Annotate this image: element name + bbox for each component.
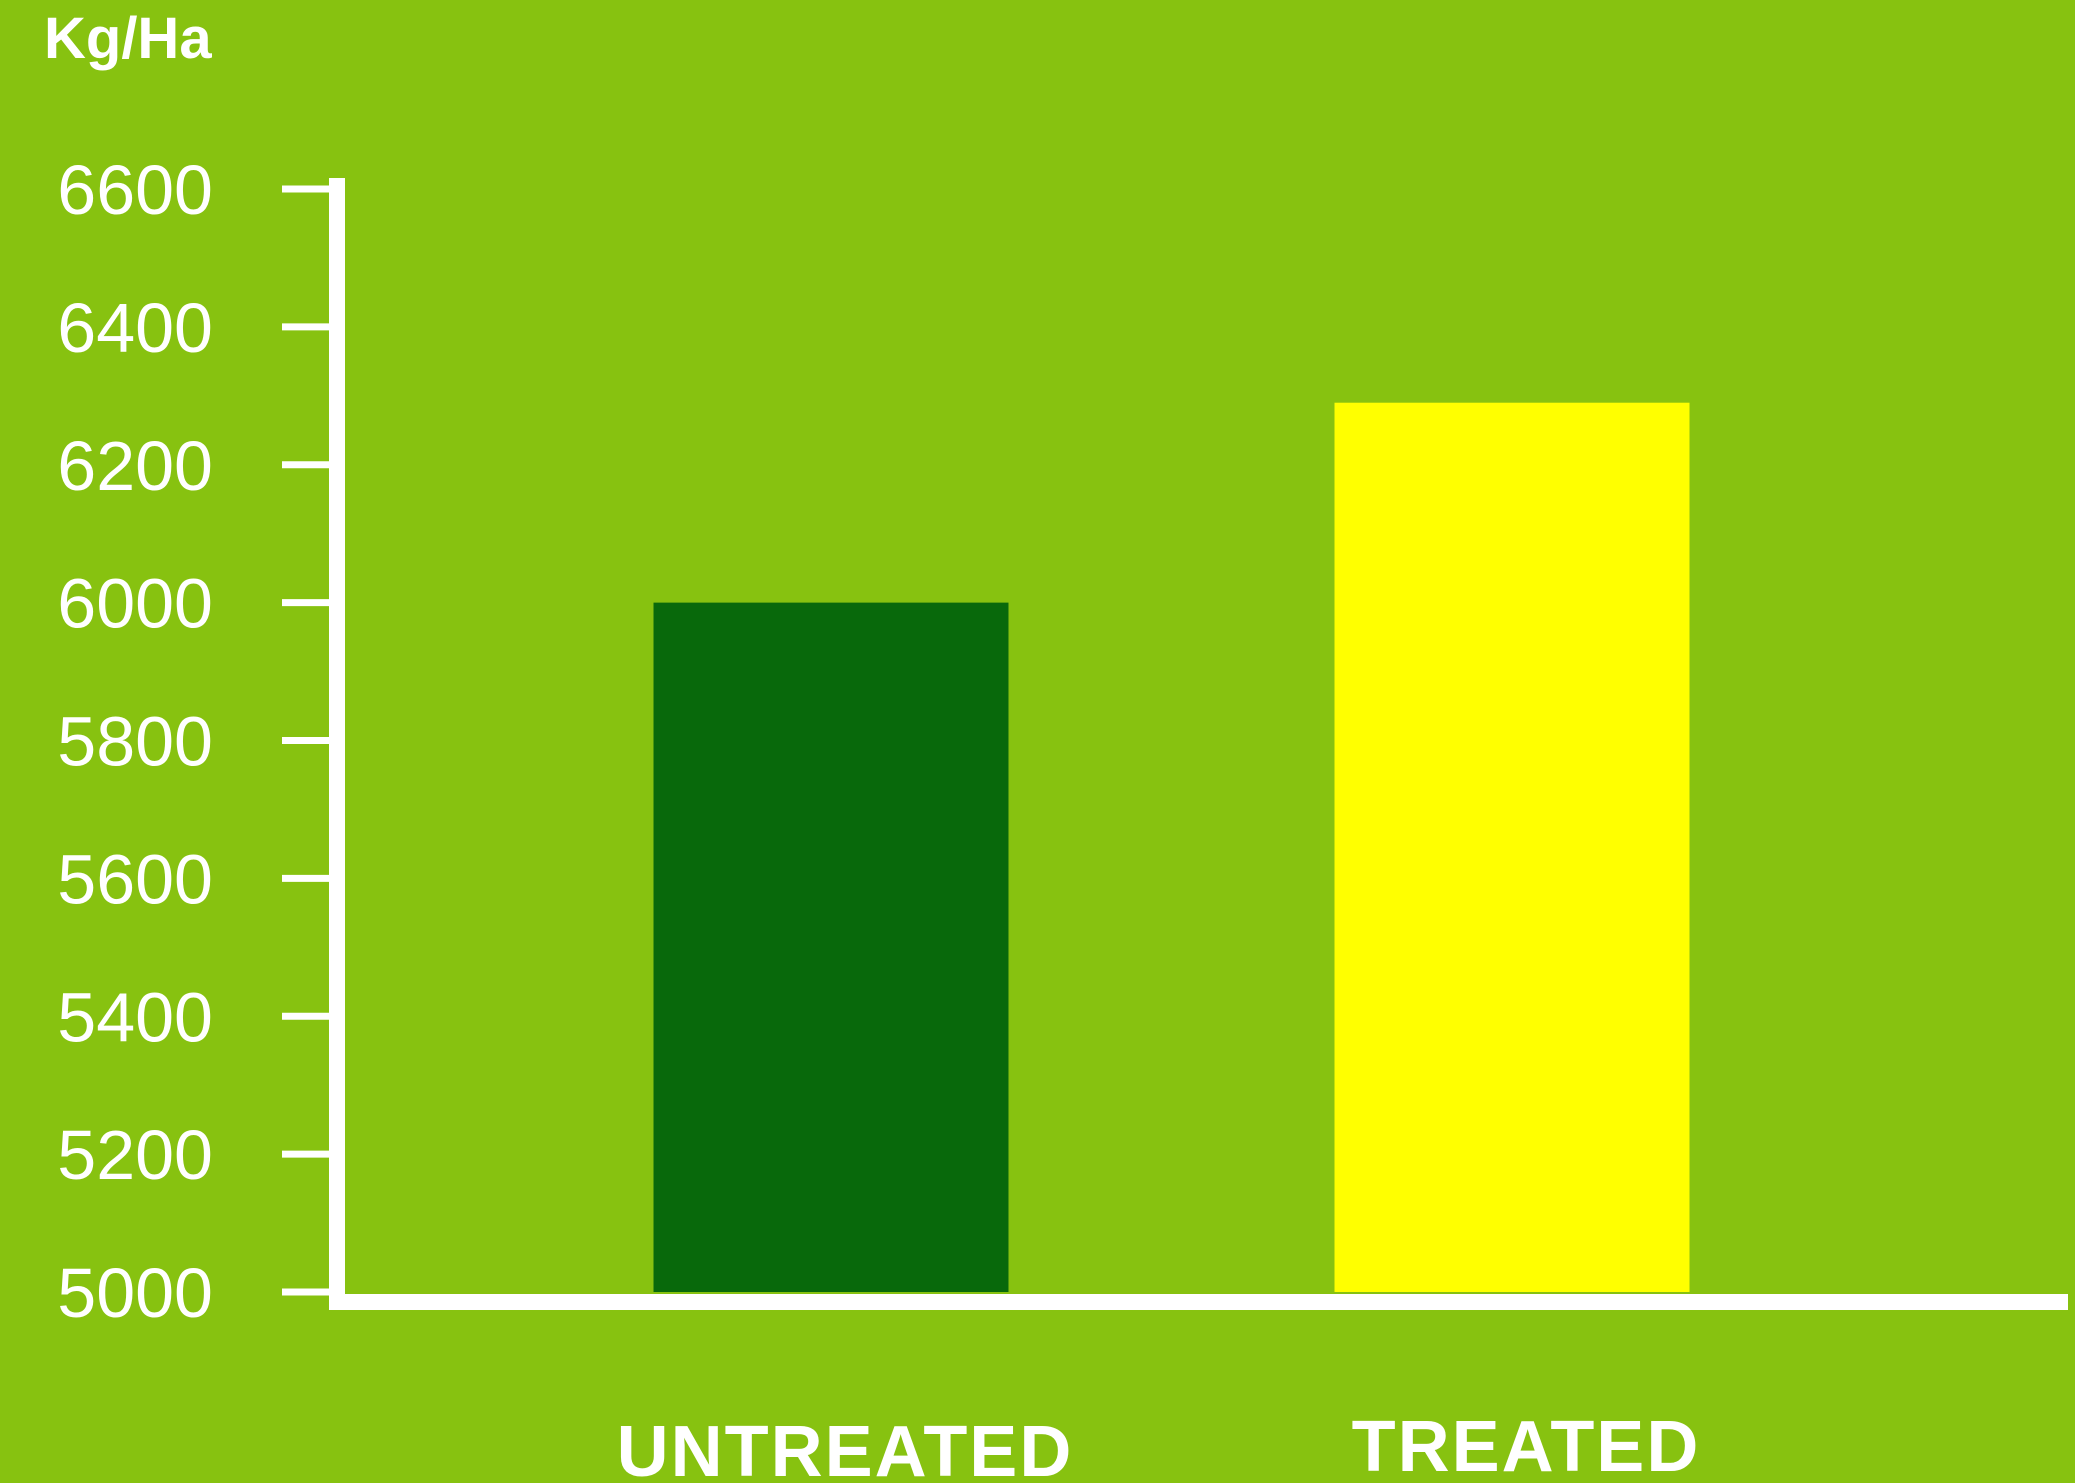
bar-treated [1334, 402, 1690, 1292]
x-category-label: TREATED [1352, 1407, 1701, 1483]
y-tick-label: 6600 [57, 151, 213, 229]
x-category-label: UNTREATED [617, 1412, 1074, 1483]
labels: Kg/Ha UNTREATED TREATED [44, 6, 1701, 1483]
y-tick-label: 6400 [57, 289, 213, 367]
y-tick-label: 6000 [57, 565, 213, 643]
y-tick-label: 6200 [57, 427, 213, 505]
y-tick-label: 5800 [57, 703, 213, 781]
y-tick-label: 5400 [57, 978, 213, 1056]
y-tick-label: 5000 [57, 1254, 213, 1332]
bars [653, 402, 1690, 1292]
y-tick-label: 5200 [57, 1116, 213, 1194]
axes [329, 178, 2068, 1310]
y-axis-ticks: 5000 5200 5400 5600 5800 6000 6200 6400 6600 [57, 151, 337, 1332]
bar-untreated [653, 602, 1009, 1292]
y-tick-label: 5600 [57, 840, 213, 918]
y-axis-unit-label: Kg/Ha [44, 6, 212, 71]
